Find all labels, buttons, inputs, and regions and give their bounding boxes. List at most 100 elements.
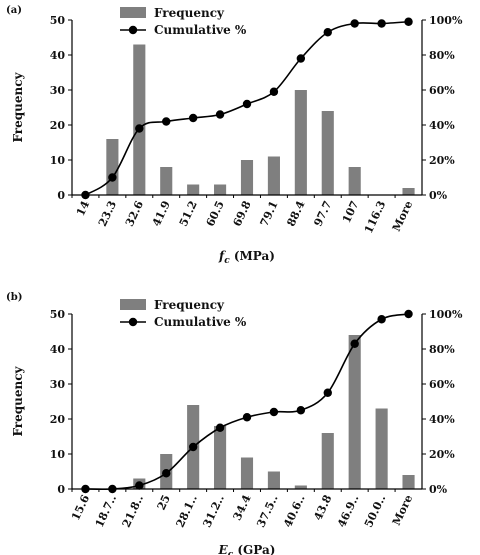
cumulative-point-25	[162, 469, 171, 478]
x-tick-label: 31.2..	[200, 493, 226, 530]
cumulative-point-23.3	[108, 173, 117, 182]
cumulative-point-21.8..	[135, 481, 144, 490]
bar-107	[348, 167, 361, 195]
cumulative-point-43.8	[323, 388, 332, 397]
cumulative-point-41.9	[162, 117, 171, 126]
bar-More	[402, 188, 415, 195]
x-axis-title-subscript: c	[224, 256, 230, 266]
bar-41.9	[160, 167, 173, 195]
bar-51.2	[187, 184, 200, 195]
legend-frequency-label: Frequency	[154, 298, 225, 312]
y-tick-label: 20	[50, 119, 66, 132]
cumulative-point-31.2..	[215, 423, 225, 432]
y-tick-label: 40	[50, 49, 66, 62]
cumulative-point-32.6	[135, 124, 144, 133]
x-axis-title-symbol: f	[218, 249, 226, 263]
x-tick-label: 88.4	[284, 198, 307, 228]
cumulative-point-37.5..	[269, 407, 279, 417]
x-tick-label: 40.6..	[281, 493, 307, 530]
cumulative-point-51.2	[188, 113, 198, 123]
bar-More	[402, 475, 415, 489]
y2-tick-label: 80%	[429, 343, 455, 356]
x-axis-title-unit: (MPa)	[230, 249, 275, 263]
bar-60.5	[214, 184, 227, 195]
y-tick-label: 40	[50, 343, 66, 356]
cumulative-point-60.5	[215, 110, 225, 119]
cumulative-point-50.0..	[377, 315, 386, 324]
x-tick-label: 28.1..	[174, 493, 200, 530]
cumulative-point-14	[81, 190, 90, 200]
cumulative-point-18.7..	[108, 484, 117, 494]
y2-tick-label: 100%	[429, 14, 463, 27]
x-tick-label: 25	[155, 493, 173, 512]
panel-label: (b)	[6, 292, 22, 303]
x-tick-label: 23.3	[96, 199, 119, 229]
legend-frequency-label: Frequency	[154, 6, 225, 20]
y-tick-label: 0	[57, 189, 65, 202]
legend-cumulative-marker	[128, 317, 138, 327]
x-tick-label: 37.5..	[254, 493, 280, 530]
x-tick-label: 21.8..	[120, 493, 146, 530]
y-tick-label: 30	[50, 84, 66, 97]
bar-79.1	[267, 156, 280, 195]
bar-97.7	[321, 111, 334, 195]
y2-tick-label: 100%	[429, 308, 463, 321]
y-tick-label: 50	[50, 14, 66, 27]
cumulative-point-40.6..	[296, 406, 306, 415]
x-tick-label: 15.6	[69, 492, 92, 522]
cumulative-point-More	[404, 309, 413, 319]
chart-panel-1: (a) 0 10 20 30 40 50 0% 20% 40% 60% 80% 100% 14 23.3 32…	[6, 5, 463, 266]
panel-label: (a)	[6, 5, 22, 16]
cumulative-point-46.9..	[350, 339, 359, 348]
bar-37.5..	[267, 471, 280, 489]
bar-69.8	[240, 160, 254, 195]
x-tick-label: 51.2	[177, 199, 200, 229]
legend-frequency-swatch	[120, 299, 146, 310]
bar-23.3	[106, 139, 119, 195]
bar-31.2..	[214, 426, 227, 489]
bar-88.4	[294, 90, 307, 195]
y2-tick-label: 80%	[429, 49, 455, 62]
x-tick-label: 69.8	[231, 198, 254, 228]
y2-tick-label: 0%	[429, 483, 448, 496]
x-tick-label: 14	[74, 198, 92, 218]
y2-tick-label: 20%	[429, 154, 455, 167]
bar-34.4	[240, 457, 254, 489]
x-tick-label: More	[390, 493, 415, 528]
legend-cumulative-marker	[128, 25, 138, 35]
x-tick-label: 116.3	[362, 199, 388, 236]
x-axis-title-symbol: E	[218, 543, 229, 555]
chart-panel-2: (b) 0 10 20 30 40 50 0% 20% 40% 60% 80% 100% 15.6 18.7…	[6, 292, 463, 555]
legend-cumulative-label: Cumulative %	[154, 315, 247, 329]
cumulative-point-97.7	[323, 28, 332, 37]
x-tick-label: 107	[340, 199, 361, 225]
legend-frequency-swatch	[120, 7, 146, 18]
x-tick-label: 97.7	[311, 199, 334, 229]
x-tick-label: 50.0..	[362, 493, 388, 530]
cumulative-point-116.3	[377, 19, 386, 28]
y-tick-label: 30	[50, 378, 66, 391]
y-tick-label: 10	[50, 448, 66, 461]
x-tick-label: More	[390, 199, 415, 234]
x-tick-label: 18.7..	[93, 493, 119, 530]
x-tick-label: 46.9..	[335, 493, 361, 530]
cumulative-point-28.1..	[188, 442, 198, 452]
y-tick-label: 0	[57, 483, 65, 496]
x-axis-title: Ec (GPa)	[218, 543, 276, 555]
bar-40.6..	[294, 485, 307, 489]
cumulative-point-88.4	[296, 54, 306, 63]
cumulative-point-15.6	[81, 484, 90, 494]
bar-50.0..	[375, 408, 388, 489]
cumulative-point-79.1	[269, 87, 279, 96]
x-axis-title: fc (MPa)	[218, 249, 275, 266]
x-axis-title-unit: (GPa)	[233, 543, 275, 555]
x-tick-label: 34.4	[231, 492, 254, 522]
y-tick-label: 10	[50, 154, 66, 167]
x-tick-label: 43.8	[311, 492, 334, 522]
cumulative-point-107	[350, 19, 359, 28]
x-tick-label: 79.1	[258, 199, 281, 229]
bar-43.8	[321, 433, 334, 489]
y2-tick-label: 40%	[429, 413, 455, 426]
cumulative-point-More	[404, 17, 413, 26]
